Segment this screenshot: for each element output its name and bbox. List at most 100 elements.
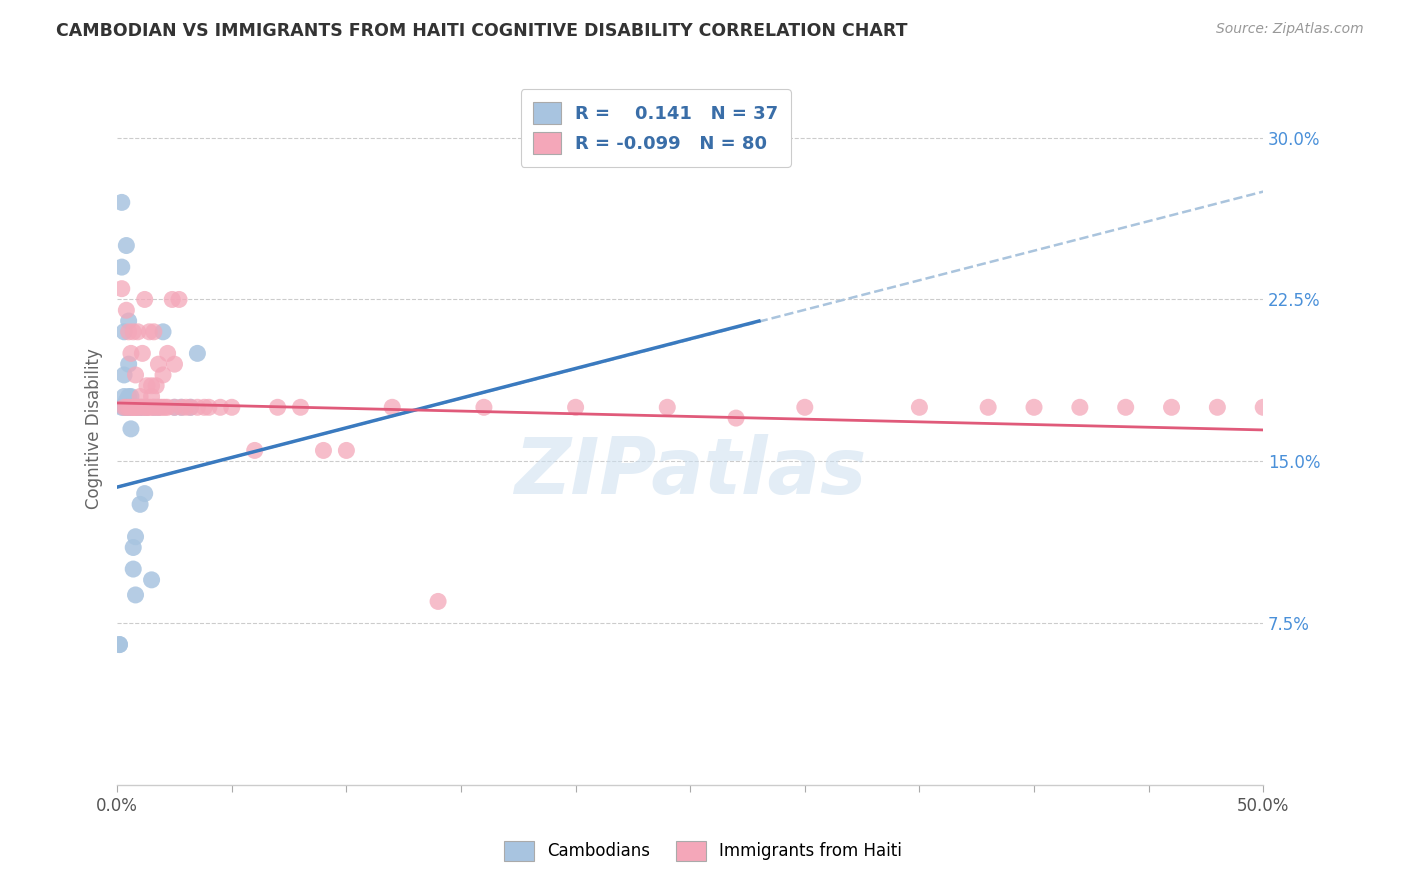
- Point: [115, 401, 138, 415]
- Point: [124, 368, 146, 382]
- Point: [198, 401, 221, 415]
- Point: [163, 401, 186, 415]
- Point: [108, 638, 131, 652]
- Point: [149, 401, 172, 415]
- Text: ZIPatlas: ZIPatlas: [515, 434, 866, 509]
- Point: [136, 401, 159, 415]
- Point: [152, 325, 174, 339]
- Point: [124, 401, 146, 415]
- Point: [120, 401, 142, 415]
- Point: [793, 401, 815, 415]
- Point: [136, 378, 159, 392]
- Point: [908, 401, 931, 415]
- Point: [118, 390, 141, 404]
- Point: [170, 401, 193, 415]
- Point: [1160, 401, 1182, 415]
- Point: [118, 325, 141, 339]
- Point: [136, 401, 159, 415]
- Point: [118, 314, 141, 328]
- Point: [193, 401, 215, 415]
- Point: [127, 401, 149, 415]
- Point: [266, 401, 288, 415]
- Point: [312, 443, 335, 458]
- Point: [129, 401, 152, 415]
- Point: [221, 401, 243, 415]
- Point: [155, 401, 177, 415]
- Point: [120, 390, 142, 404]
- Point: [142, 401, 165, 415]
- Point: [118, 401, 141, 415]
- Point: [148, 357, 170, 371]
- Point: [163, 357, 186, 371]
- Point: [124, 588, 146, 602]
- Point: [1115, 401, 1137, 415]
- Point: [115, 393, 138, 408]
- Point: [725, 411, 748, 425]
- Point: [209, 401, 232, 415]
- Point: [112, 325, 135, 339]
- Point: [1275, 401, 1298, 415]
- Point: [290, 401, 312, 415]
- Point: [118, 357, 141, 371]
- Point: [1069, 401, 1091, 415]
- Point: [174, 401, 197, 415]
- Point: [1320, 401, 1343, 415]
- Point: [112, 401, 135, 415]
- Point: [112, 401, 135, 415]
- Point: [243, 443, 266, 458]
- Point: [472, 401, 495, 415]
- Point: [134, 486, 156, 500]
- Point: [1389, 401, 1406, 415]
- Point: [152, 368, 174, 382]
- Point: [112, 368, 135, 382]
- Point: [112, 390, 135, 404]
- Y-axis label: Cognitive Disability: Cognitive Disability: [86, 349, 103, 509]
- Point: [1022, 401, 1045, 415]
- Point: [129, 401, 152, 415]
- Point: [1251, 401, 1274, 415]
- Legend: Cambodians, Immigrants from Haiti: Cambodians, Immigrants from Haiti: [498, 834, 908, 868]
- Point: [115, 401, 138, 415]
- Point: [131, 401, 153, 415]
- Point: [118, 401, 141, 415]
- Point: [111, 260, 134, 274]
- Point: [124, 401, 146, 415]
- Point: [138, 325, 160, 339]
- Point: [141, 390, 163, 404]
- Point: [134, 293, 156, 307]
- Point: [1344, 401, 1367, 415]
- Point: [111, 195, 134, 210]
- Point: [122, 401, 145, 415]
- Point: [1298, 401, 1320, 415]
- Point: [148, 401, 170, 415]
- Point: [134, 401, 156, 415]
- Point: [120, 401, 142, 415]
- Point: [145, 401, 167, 415]
- Point: [145, 378, 167, 392]
- Point: [427, 594, 450, 608]
- Point: [115, 238, 138, 252]
- Point: [156, 346, 179, 360]
- Point: [141, 378, 163, 392]
- Point: [111, 282, 134, 296]
- Point: [335, 443, 357, 458]
- Point: [129, 497, 152, 511]
- Point: [142, 325, 165, 339]
- Point: [120, 346, 142, 360]
- Point: [131, 401, 153, 415]
- Point: [141, 401, 163, 415]
- Point: [180, 401, 202, 415]
- Point: [108, 638, 131, 652]
- Point: [148, 401, 170, 415]
- Point: [186, 346, 208, 360]
- Point: [122, 541, 145, 555]
- Point: [152, 401, 174, 415]
- Point: [127, 325, 149, 339]
- Point: [127, 401, 149, 415]
- Point: [136, 401, 159, 415]
- Point: [131, 346, 153, 360]
- Text: CAMBODIAN VS IMMIGRANTS FROM HAITI COGNITIVE DISABILITY CORRELATION CHART: CAMBODIAN VS IMMIGRANTS FROM HAITI COGNI…: [56, 22, 908, 40]
- Point: [1206, 401, 1229, 415]
- Point: [170, 401, 193, 415]
- Point: [129, 390, 152, 404]
